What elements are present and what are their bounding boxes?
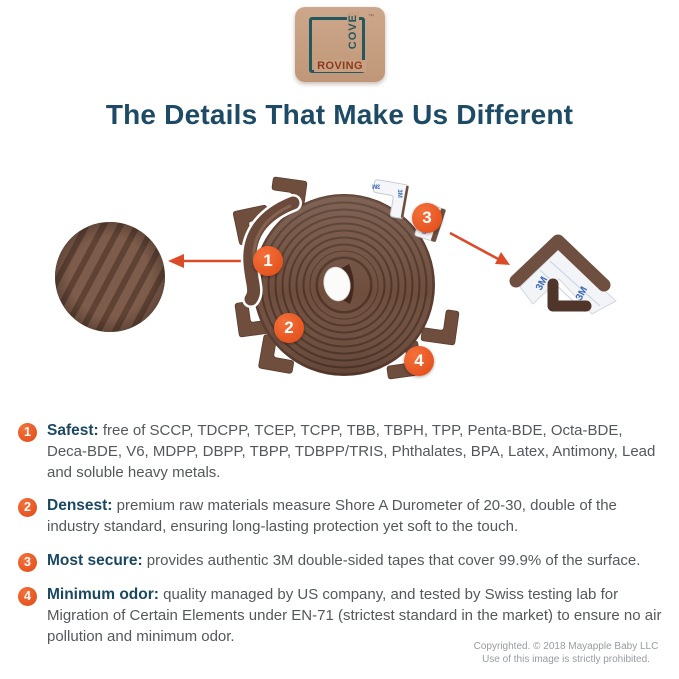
feature-lead-1: Safest:: [47, 422, 99, 439]
svg-text:3M: 3M: [372, 182, 380, 188]
feature-body-4: quality managed by US company, and teste…: [47, 585, 662, 645]
feature-badge-1: 1: [18, 423, 37, 442]
copyright-line-1: Copyrighted. © 2018 Mayapple Baby LLC: [473, 641, 659, 652]
feature-lead-3: Most secure:: [47, 551, 143, 569]
callout-1: 1: [253, 246, 283, 276]
taped-corner-small-1: 3M 3M: [368, 178, 410, 220]
feature-badge-2: 2: [18, 498, 37, 518]
product-diagram: 3M 3M 3M 3M 3M: [35, 176, 617, 380]
corner-3m-tape-detail: 3M 3M: [509, 234, 617, 315]
callout-4: 4: [404, 346, 434, 376]
logo-text-vertical: COVE: [347, 12, 359, 52]
roll-center-hole: [323, 266, 351, 302]
brand-logo: COVE ROVING ™: [295, 7, 385, 82]
feature-lead-4: Minimum odor:: [47, 585, 159, 603]
roll-tail: [243, 196, 300, 306]
copyright-notice: Copyrighted. © 2018 Mayapple Baby LLC Us…: [446, 640, 679, 666]
arrow-left-icon: [168, 254, 250, 268]
trademark-symbol: ™: [368, 14, 374, 20]
feature-list: 1 Safest: free of SCCP, TDCPP, TCEP, TCP…: [18, 421, 666, 660]
feature-body-2: premium raw materials measure Shore A Du…: [47, 497, 617, 536]
feature-row-safest: 1 Safest: free of SCCP, TDCPP, TCEP, TCP…: [18, 421, 666, 483]
arrow-right-icon: [449, 231, 510, 265]
page-title: The Details That Make Us Different: [105, 99, 574, 130]
svg-text:3M: 3M: [396, 189, 402, 197]
feature-row-minimum-odor: 4 Minimum odor: quality managed by US co…: [18, 585, 666, 647]
feature-body-1: free of SCCP, TDCPP, TCEP, TCPP, TBB, TB…: [47, 422, 656, 481]
feature-lead-2: Densest:: [47, 497, 113, 515]
foam-closeup-photo: [35, 202, 185, 352]
edge-roll: [240, 194, 435, 376]
copyright-line-2: Use of this image is strictly prohibited…: [482, 654, 650, 665]
callout-3: 3: [412, 203, 442, 233]
feature-row-most-secure: 3 Most secure: provides authentic 3M dou…: [18, 551, 666, 572]
feature-body-3: provides authentic 3M double-sided tapes…: [146, 551, 641, 569]
feature-badge-3: 3: [18, 552, 37, 572]
logo-text-horizontal: ROVING: [314, 60, 366, 72]
feature-badge-4: 4: [18, 586, 37, 606]
callout-2: 2: [274, 313, 304, 343]
feature-row-densest: 2 Densest: premium raw materials measure…: [18, 496, 666, 538]
